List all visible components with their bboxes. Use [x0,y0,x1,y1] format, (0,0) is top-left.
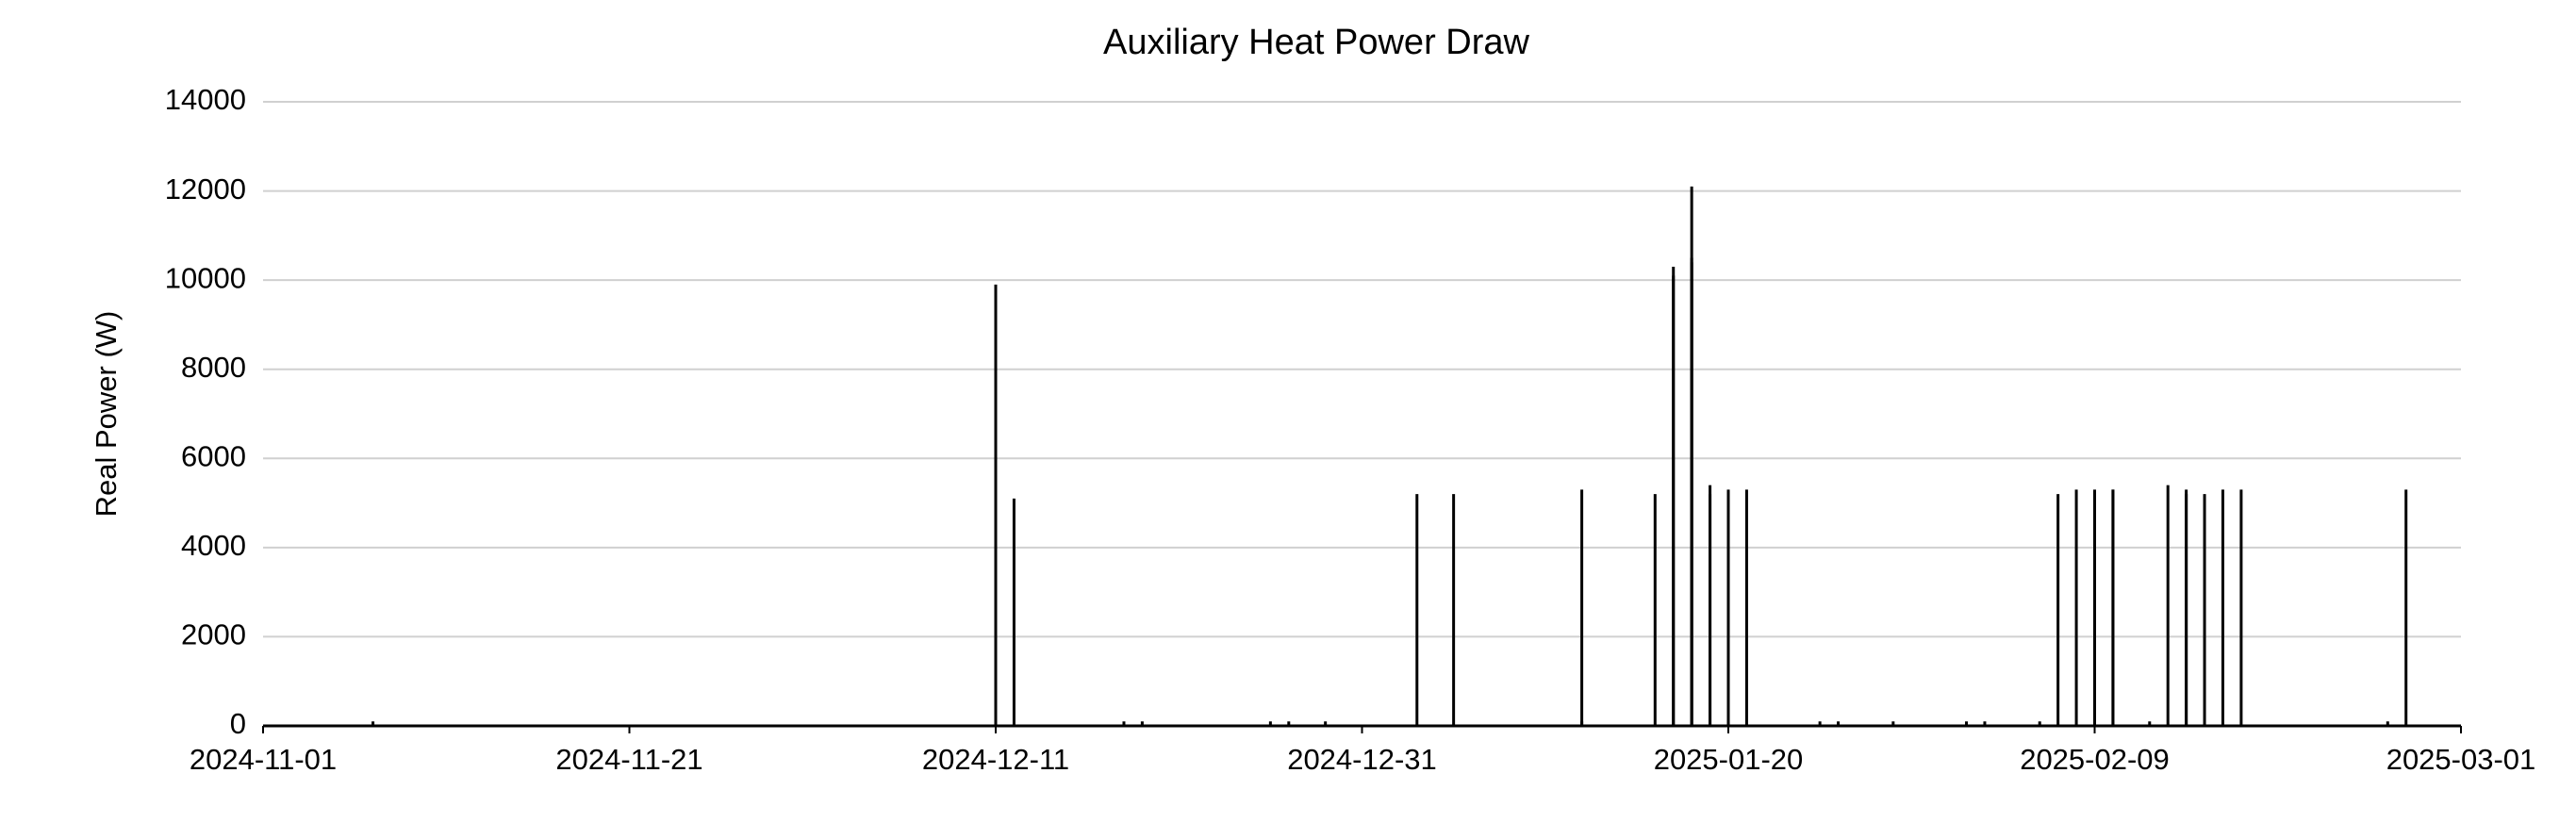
bar [1690,257,1693,726]
bar [1744,489,1748,726]
bar [2093,489,2096,726]
bar [1140,721,1144,726]
y-tick-label: 0 [230,707,246,740]
bar [2203,494,2206,726]
bar [1891,721,1895,726]
bar [1837,721,1841,726]
bar [1415,494,1419,726]
bar [1653,494,1657,726]
x-tick-label: 2024-11-01 [190,743,337,776]
bar [1012,498,1016,726]
bar [2038,721,2041,726]
bar [1580,489,1584,726]
bar [2166,485,2170,726]
y-axis-label: Real Power (W) [90,311,123,518]
x-tick-label: 2025-02-09 [2020,743,2170,776]
bar [994,293,998,726]
bar [2404,489,2408,726]
y-tick-label: 6000 [181,439,246,472]
bar [1452,494,1456,726]
bar [1122,721,1126,726]
bar [1268,721,1272,726]
bar [1983,721,1987,726]
bar [2386,721,2389,726]
x-tick-label: 2024-12-11 [922,743,1069,776]
bar [2185,489,2188,726]
bar [2111,489,2115,726]
y-tick-label: 4000 [181,529,246,562]
bar [2221,489,2224,726]
chart-title: Auxiliary Heat Power Draw [1103,23,1529,62]
bar [1709,485,1712,726]
bar [1672,266,1676,726]
bar [2074,489,2078,726]
y-tick-label: 2000 [181,618,246,651]
x-tick-label: 2025-03-01 [2386,743,2536,776]
x-tick-label: 2025-01-20 [1654,743,1804,776]
bar [2148,721,2152,726]
bar [372,721,375,726]
bar [2239,489,2243,726]
y-tick-label: 8000 [181,351,246,384]
bar [2056,494,2060,726]
bar [1726,489,1730,726]
y-tick-label: 14000 [165,83,246,116]
x-tick-label: 2024-11-21 [555,743,702,776]
y-tick-label: 12000 [165,173,246,206]
x-tick-label: 2024-12-31 [1287,743,1437,776]
bar [1324,721,1328,726]
bar [1287,721,1291,726]
bar [1965,721,1969,726]
bar [1818,721,1822,726]
y-tick-label: 10000 [165,261,246,294]
